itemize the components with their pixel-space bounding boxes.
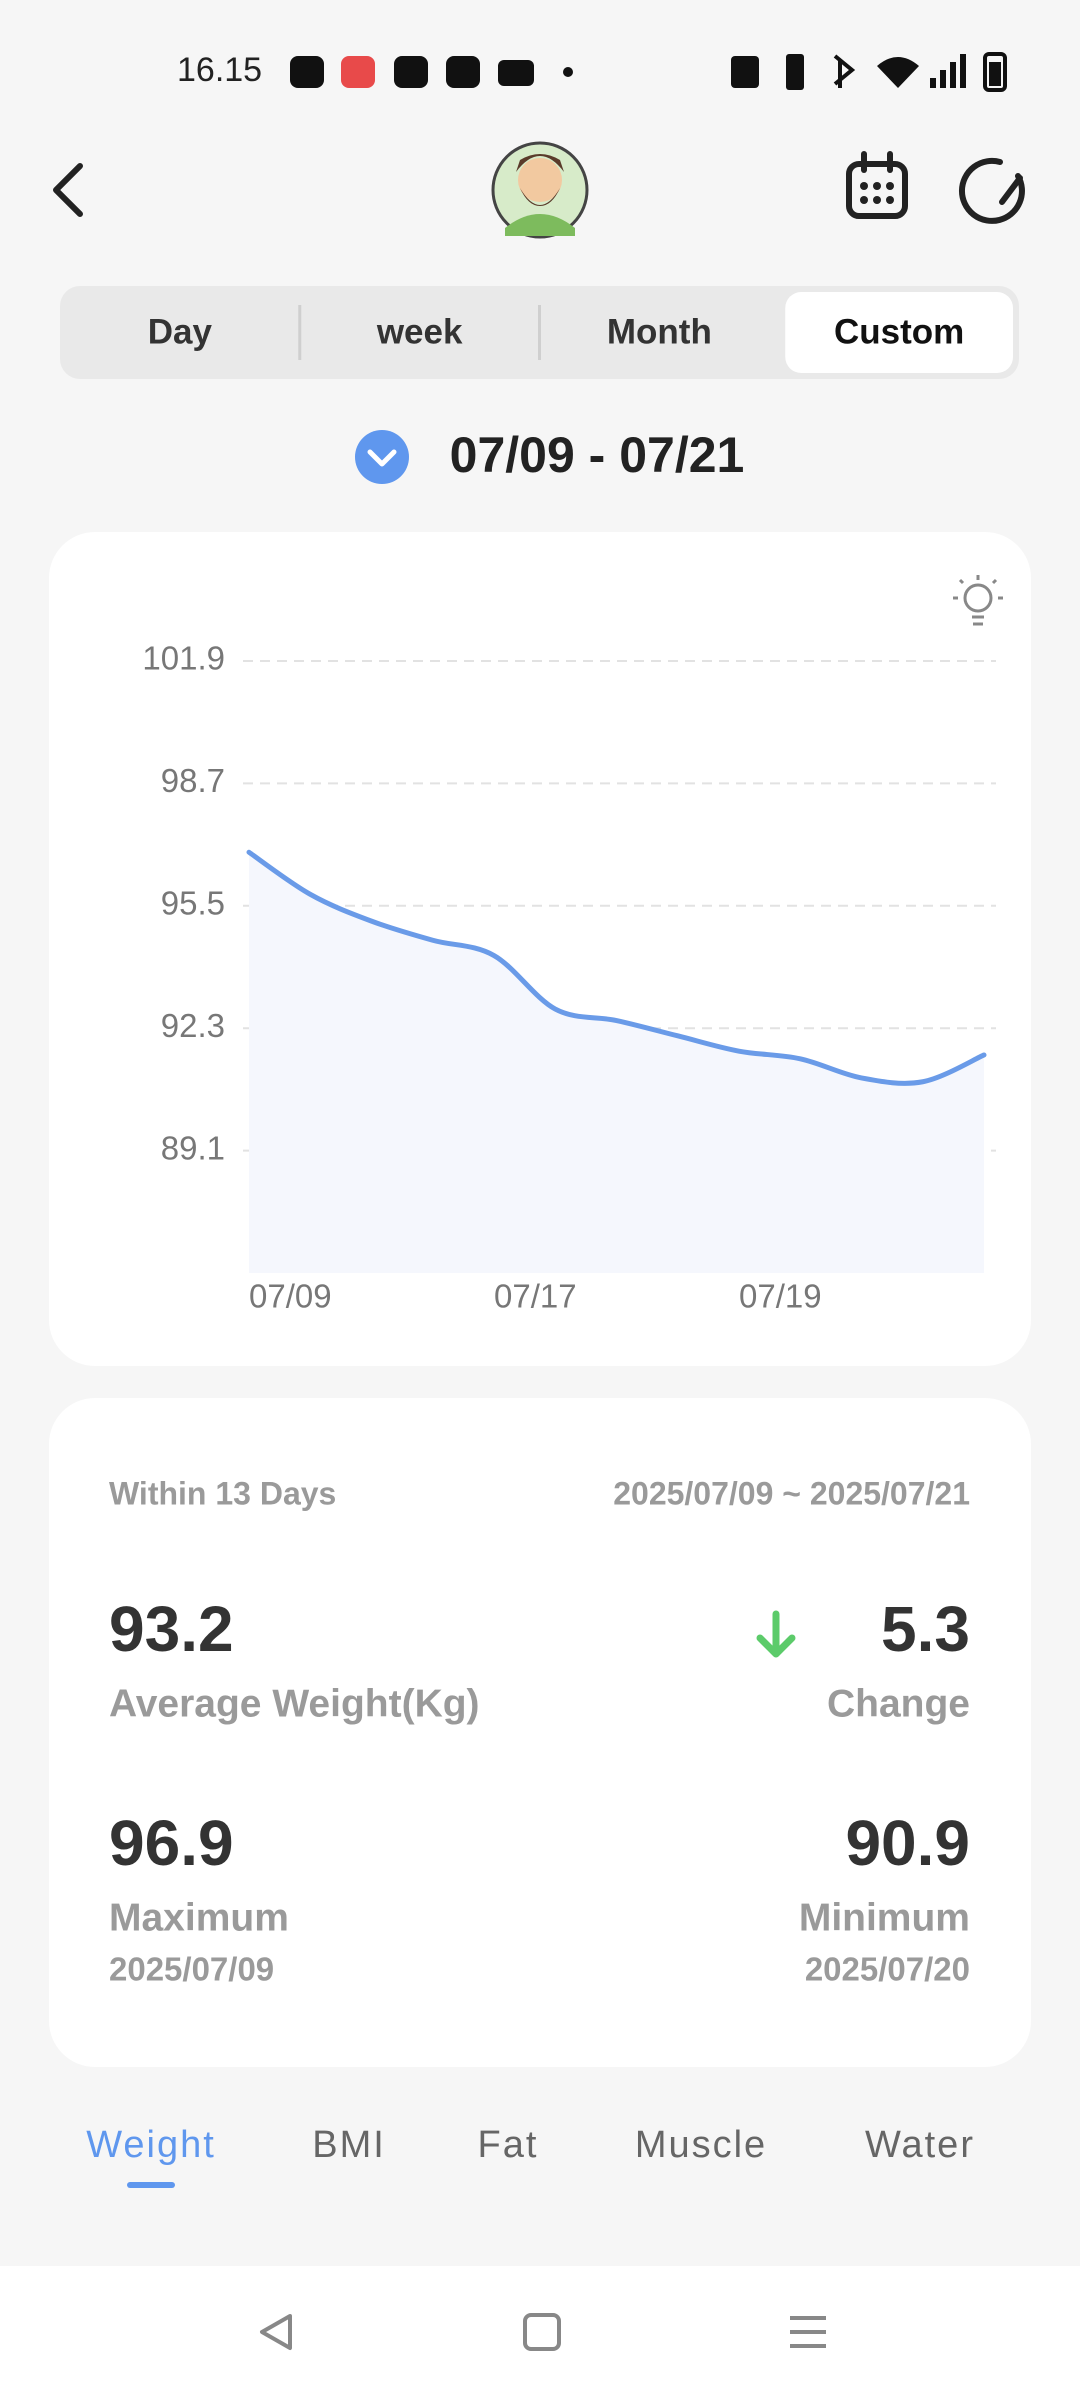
period-tab[interactable]: Month [607,312,712,351]
y-tick-label: 98.7 [161,762,225,799]
minimum-date: 2025/07/20 [805,1951,970,1988]
status-notification-icons [290,56,573,88]
tip-bulb-icon[interactable] [953,575,1003,626]
summary-range: 2025/07/09 ~ 2025/07/21 [613,1475,970,1511]
maximum-date: 2025/07/09 [109,1951,274,1988]
nav-back[interactable] [260,2314,292,2350]
maximum-value: 96.9 [109,1807,234,1879]
refresh-button[interactable] [959,157,1025,224]
change-label: Change [827,1682,970,1725]
calendar-button[interactable] [846,151,908,219]
y-tick-label: 101.9 [142,640,225,677]
metric-tab[interactable]: BMI [312,2124,386,2166]
x-tick-label: 07/17 [494,1278,577,1315]
area [249,852,984,1273]
nav-menu[interactable] [790,2316,826,2348]
average-label: Average Weight(Kg) [109,1682,480,1725]
status-time: 16.15 [177,51,262,89]
avatar[interactable] [491,141,589,239]
x-tick-label: 07/19 [739,1278,822,1315]
change-value: 5.3 [881,1593,970,1665]
metric-tab[interactable]: Muscle [635,2124,767,2166]
change-down-arrow [756,1610,796,1658]
period-tab-selected-bg [785,292,1013,373]
maximum-label: Maximum [109,1896,289,1939]
period-tab[interactable]: week [376,312,463,351]
metric-tab[interactable]: Water [865,2124,975,2166]
status-system-icons [731,52,1007,92]
minimum-value: 90.9 [845,1807,970,1879]
x-tick-label: 07/09 [249,1278,332,1315]
navigation-bar [0,2266,1080,2400]
back-button[interactable] [53,163,83,217]
period-tab[interactable]: Custom [834,312,964,351]
date-range[interactable]: 07/09 - 07/21 [450,427,745,483]
y-tick-label: 95.5 [161,885,225,922]
minimum-label: Minimum [799,1896,970,1939]
period-tab[interactable]: Day [148,312,213,351]
y-tick-label: 89.1 [161,1129,225,1166]
date-dropdown[interactable] [355,430,409,484]
average-value: 93.2 [109,1593,234,1665]
metric-tab[interactable]: Weight [86,2124,216,2166]
summary-period: Within 13 Days [109,1475,336,1511]
y-tick-label: 92.3 [161,1007,225,1044]
weight-chart: 89.1 92.3 95.5 98.7 101.9 07/09 07/17 07/19 [142,640,996,1315]
summary-card [49,1398,1031,2067]
metric-tab[interactable]: Fat [478,2124,539,2166]
nav-home[interactable] [523,2313,561,2351]
line [246,849,987,1086]
